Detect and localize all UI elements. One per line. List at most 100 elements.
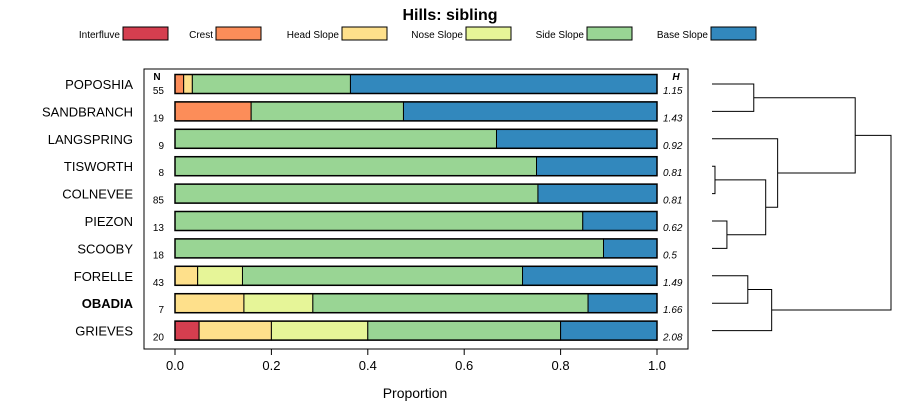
bar-outline	[174, 101, 658, 122]
n-value: 20	[153, 333, 165, 344]
x-tick-label: 1.0	[648, 358, 666, 373]
row: FORELLE 43 1.49	[74, 265, 683, 289]
bar-segment	[174, 101, 252, 122]
plot-panel	[143, 68, 689, 350]
n-value: 19	[153, 113, 165, 124]
x-tick-label: 0.0	[166, 358, 184, 373]
bar-outline	[174, 73, 658, 95]
bar-segment	[174, 265, 199, 286]
bar-segment	[250, 101, 404, 122]
legend-label: Side Slope	[536, 30, 585, 41]
bar-segment	[174, 156, 537, 177]
dendrogram-branch	[712, 289, 773, 332]
dendrogram-branch	[712, 220, 728, 249]
h-value: 0.92	[663, 141, 683, 152]
n-value: 8	[158, 168, 164, 179]
x-axis: 0.0 0.2 0.4 0.6 0.8 1.0	[166, 349, 666, 373]
category-label: GRIEVES	[75, 324, 133, 339]
bar-outline	[174, 238, 658, 259]
bar-segment	[174, 74, 185, 94]
row: COLNEVEE 85 0.81	[62, 183, 682, 207]
h-value: 1.43	[663, 113, 683, 124]
bar-segment	[602, 238, 658, 259]
bar-outline	[174, 320, 658, 341]
legend-label: Base Slope	[657, 30, 709, 41]
bar-segment	[243, 293, 314, 314]
bar-segment	[536, 156, 658, 177]
bar-segment	[174, 128, 497, 149]
legend-swatch	[215, 26, 262, 41]
x-tick-label: 0.6	[455, 358, 473, 373]
n-value: 85	[153, 196, 165, 207]
legend: Interfluve Crest Head Slope Nose Slope Side …	[79, 26, 757, 41]
bar-outline	[174, 155, 658, 177]
row: SANDBRANCH 19 1.43	[42, 101, 683, 124]
n-value: 7	[158, 305, 164, 316]
legend-label: Head Slope	[287, 30, 340, 41]
bar-segment	[587, 293, 658, 314]
bar-outline	[174, 183, 658, 204]
bar-segment	[241, 265, 524, 286]
dendrogram-branch	[771, 134, 892, 311]
h-value: 1.66	[663, 305, 683, 316]
dendrogram-branch	[712, 83, 755, 112]
x-axis-label: Proportion	[383, 385, 448, 401]
bar-segment	[582, 211, 658, 231]
category-label: OBADIA	[82, 296, 134, 311]
legend-swatch	[586, 26, 633, 41]
category-label: LANGSPRING	[48, 132, 133, 147]
chart-title: Hills: sibling	[402, 7, 497, 24]
bar-segment	[270, 320, 369, 341]
row: LANGSPRING 9 0.92	[48, 128, 683, 152]
category-label: SCOOBY	[77, 241, 133, 256]
category-label: POPOSHIA	[65, 77, 133, 92]
bar-outline	[174, 292, 658, 314]
legend-label: Crest	[189, 30, 213, 41]
h-value: 2.08	[662, 333, 683, 344]
bar-segment	[174, 238, 604, 259]
bar-segment	[367, 320, 562, 341]
dendrogram-branch	[714, 179, 767, 236]
legend-swatch	[341, 26, 388, 41]
legend-swatch	[465, 26, 512, 41]
bar-segment	[174, 211, 584, 231]
bar-segment	[522, 265, 658, 286]
n-value: 55	[153, 86, 165, 97]
row: GRIEVES 20 2.08	[75, 320, 683, 344]
bar-outline	[174, 210, 658, 232]
bar-segment	[191, 74, 351, 94]
bar-segment	[183, 74, 193, 94]
n-value: 43	[153, 278, 165, 289]
row: PIEZON 13 0.62	[85, 210, 683, 234]
row: TISWORTH 8 0.81	[64, 155, 682, 179]
category-label: PIEZON	[85, 214, 133, 229]
plot-border	[143, 68, 689, 350]
row: SCOOBY 18 0.5	[77, 238, 677, 261]
bar-outline	[174, 265, 658, 287]
dendrogram-branch	[712, 138, 779, 208]
category-label: FORELLE	[74, 269, 134, 284]
row: OBADIA 7 1.66	[82, 292, 683, 316]
bar-segment	[197, 265, 243, 286]
n-value: 13	[153, 223, 165, 234]
bar-segment	[174, 293, 245, 314]
bar-segment	[402, 101, 658, 122]
h-value: 0.81	[663, 168, 682, 179]
h-value: 0.81	[663, 196, 682, 207]
h-value: 1.49	[663, 278, 683, 289]
bar-outline	[174, 128, 658, 150]
dendrogram-branch	[753, 97, 856, 174]
row: POPOSHIA 55 1.15	[65, 73, 683, 97]
bar-segment	[537, 183, 658, 204]
dendrogram-branch	[712, 165, 716, 195]
bar-segment	[174, 320, 200, 341]
legend-swatch	[710, 26, 757, 41]
x-tick-label: 0.2	[262, 358, 280, 373]
x-tick-label: 0.8	[552, 358, 570, 373]
h-header: H	[672, 72, 680, 83]
bar-segment	[560, 320, 658, 341]
bar-segment	[198, 320, 272, 341]
legend-label: Interfluve	[79, 30, 121, 41]
bar-segment	[312, 293, 589, 314]
